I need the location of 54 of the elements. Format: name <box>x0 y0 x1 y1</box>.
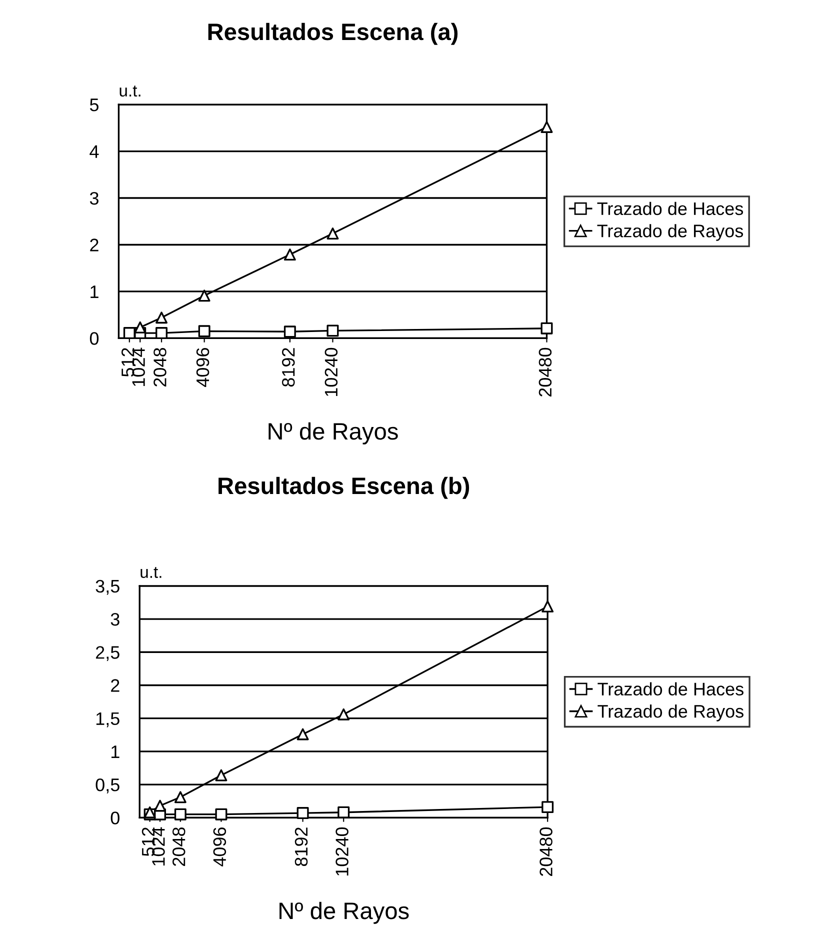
y-tick-label: 3 <box>90 192 98 205</box>
point <box>156 312 168 324</box>
x-tick-label: 20480 <box>540 827 552 876</box>
x-tick-label: 2048 <box>154 348 166 386</box>
y-tick-label: 2,5 <box>96 646 120 661</box>
x-tick-label: 10240 <box>336 827 348 876</box>
legend-label: Trazado de Haces <box>597 202 744 216</box>
point <box>540 121 553 133</box>
y-tick-label: 4 <box>90 145 99 158</box>
point <box>542 801 554 814</box>
y-tick-label: 1,5 <box>96 712 120 728</box>
point <box>174 808 186 820</box>
legend-label: Trazado de Haces <box>598 682 744 696</box>
y-tick-label: 0,5 <box>96 778 120 794</box>
point <box>215 808 228 820</box>
y-tick-label: 5 <box>90 98 99 112</box>
point <box>154 800 166 812</box>
point <box>198 290 210 302</box>
x-tick-label: 10240 <box>324 348 338 396</box>
x-axis-title: Nº de Rayos <box>268 422 398 444</box>
legend-label: Trazado de Rayos <box>597 224 744 241</box>
x-tick-label: 8192 <box>282 348 295 387</box>
y-tick-label: 1 <box>112 746 120 758</box>
y-tick-label: 0 <box>110 812 120 824</box>
y-tick-label: 3 <box>110 612 120 626</box>
point <box>326 324 339 337</box>
x-tick-label: 4096 <box>213 827 226 866</box>
point <box>296 807 309 820</box>
point <box>326 228 339 240</box>
x-tick-label: 2048 <box>172 827 186 866</box>
y-axis-title: u.t. <box>120 86 140 97</box>
x-tick-label: 20480 <box>538 348 552 396</box>
point <box>174 791 186 804</box>
point <box>284 326 296 338</box>
y-axis-title: u.t. <box>140 567 162 578</box>
point <box>540 322 553 334</box>
point <box>215 769 228 782</box>
chart-title: Resultados Escena (b) <box>218 476 470 499</box>
x-axis-title: Nº de Rayos <box>280 902 409 924</box>
y-tick-label: 0 <box>90 332 99 345</box>
legend-label: Trazado de Rayos <box>598 704 744 722</box>
y-tick-label: 2 <box>111 679 120 692</box>
y-tick-label: 1 <box>90 286 98 298</box>
point <box>542 600 554 612</box>
point <box>296 728 309 740</box>
point <box>198 325 210 338</box>
point <box>338 708 350 720</box>
y-tick-label: 2 <box>90 238 98 252</box>
point <box>284 248 296 261</box>
point <box>338 806 350 818</box>
chart-title: Resultados Escena (a) <box>208 22 458 45</box>
y-tick-label: 3,5 <box>96 580 120 595</box>
x-tick-label: 8192 <box>294 828 308 866</box>
x-tick-label: 4096 <box>196 348 210 387</box>
